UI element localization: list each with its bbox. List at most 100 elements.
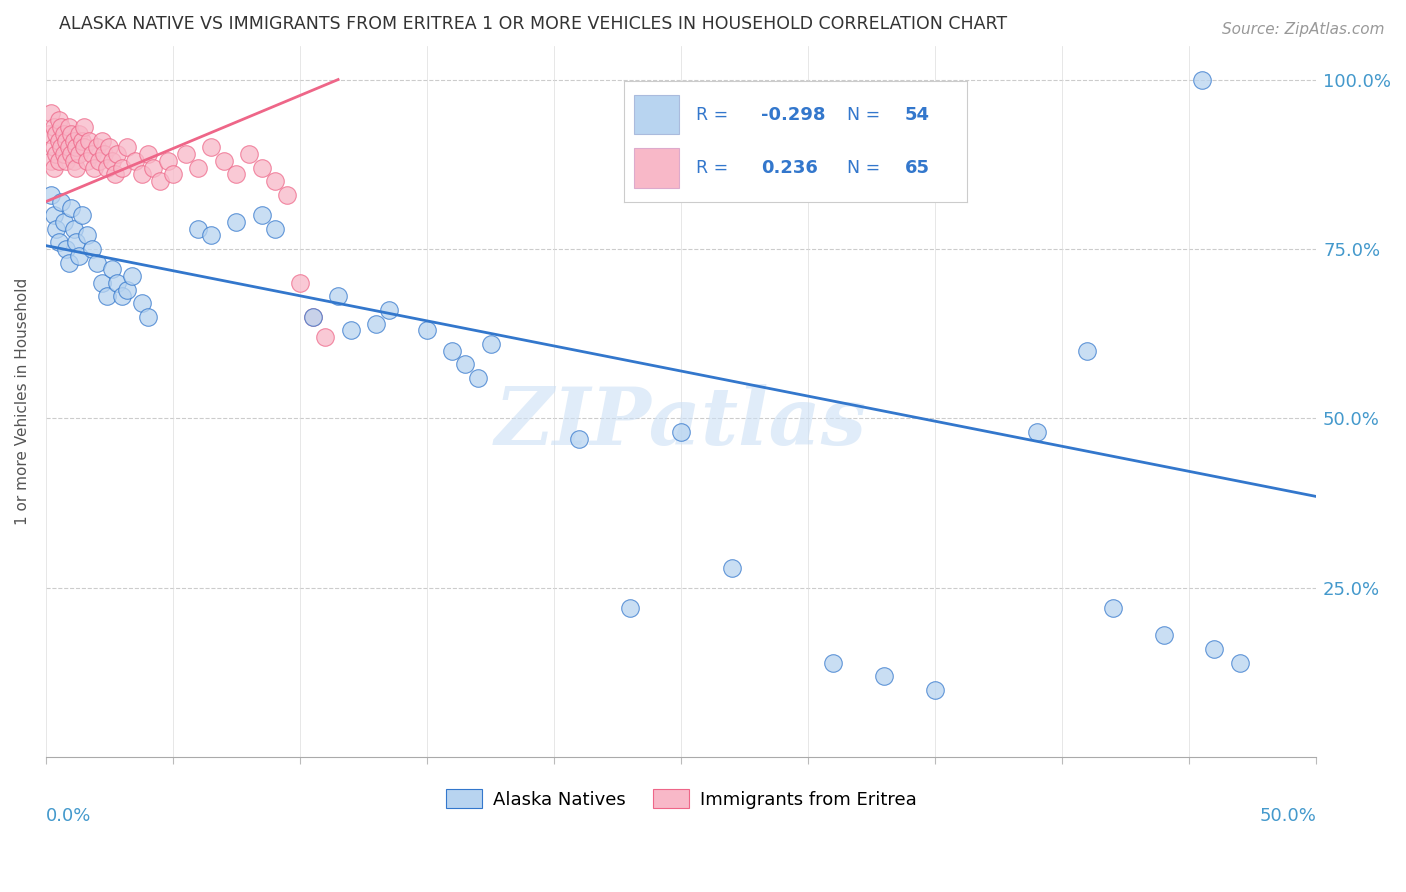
Point [479, 337, 502, 351]
Point [55, 242, 77, 256]
Point [1153, 628, 1175, 642]
Point [58, 120, 80, 134]
Point [98, 140, 121, 154]
Point [70, 134, 93, 148]
Point [339, 323, 361, 337]
Point [288, 276, 311, 290]
Point [101, 262, 124, 277]
Point [45, 127, 67, 141]
Point [101, 153, 124, 168]
Point [39, 187, 62, 202]
Point [200, 228, 222, 243]
Point [416, 323, 439, 337]
Point [823, 656, 845, 670]
Point [212, 153, 235, 168]
Legend: Alaska Natives, Immigrants from Eritrea: Alaska Natives, Immigrants from Eritrea [439, 782, 924, 816]
Text: ZIPatlas: ZIPatlas [495, 384, 868, 462]
Point [117, 140, 139, 154]
Point [250, 208, 273, 222]
Point [48, 113, 70, 128]
Point [250, 161, 273, 175]
Point [225, 168, 247, 182]
Point [124, 153, 146, 168]
Point [117, 283, 139, 297]
Point [1101, 601, 1123, 615]
Point [55, 153, 77, 168]
Point [67, 147, 90, 161]
Point [70, 208, 93, 222]
Point [89, 153, 111, 168]
Point [467, 371, 489, 385]
Point [105, 276, 128, 290]
Point [187, 161, 209, 175]
Point [90, 276, 112, 290]
Point [111, 161, 134, 175]
Text: 50.0%: 50.0% [1260, 807, 1316, 825]
Point [42, 140, 65, 154]
Y-axis label: 1 or more Vehicles in Household: 1 or more Vehicles in Household [15, 278, 30, 525]
Point [39, 153, 62, 168]
Point [366, 317, 388, 331]
Text: Source: ZipAtlas.com: Source: ZipAtlas.com [1222, 22, 1385, 37]
Point [1076, 343, 1098, 358]
Point [51, 120, 73, 134]
Point [52, 127, 75, 141]
Point [65, 140, 87, 154]
Point [76, 228, 98, 243]
Point [77, 134, 100, 148]
Point [873, 669, 896, 683]
Point [86, 140, 108, 154]
Point [1204, 642, 1226, 657]
Point [568, 432, 591, 446]
Point [45, 147, 67, 161]
Point [48, 153, 70, 168]
Point [48, 235, 70, 250]
Point [73, 120, 96, 134]
Point [45, 221, 67, 235]
Point [301, 310, 323, 324]
Point [1025, 425, 1047, 439]
Point [39, 106, 62, 120]
Point [65, 161, 87, 175]
Point [669, 425, 692, 439]
Point [73, 140, 96, 154]
Point [80, 242, 103, 256]
Point [86, 255, 108, 269]
Point [454, 357, 477, 371]
Point [103, 168, 125, 182]
Point [90, 134, 112, 148]
Point [263, 174, 285, 188]
Point [83, 161, 105, 175]
Point [58, 255, 80, 269]
Point [225, 215, 247, 229]
Point [51, 194, 73, 209]
Text: ALASKA NATIVE VS IMMIGRANTS FROM ERITREA 1 OR MORE VEHICLES IN HOUSEHOLD CORRELA: ALASKA NATIVE VS IMMIGRANTS FROM ERITREA… [59, 15, 1007, 33]
Point [441, 343, 464, 358]
Point [48, 134, 70, 148]
Point [720, 560, 742, 574]
Point [42, 208, 65, 222]
Point [326, 289, 349, 303]
Point [96, 289, 118, 303]
Point [276, 187, 298, 202]
Point [301, 310, 323, 324]
Point [111, 289, 134, 303]
Point [55, 134, 77, 148]
Point [63, 221, 86, 235]
Point [162, 168, 184, 182]
Point [187, 221, 209, 235]
Point [96, 161, 118, 175]
Point [42, 120, 65, 134]
Point [131, 296, 153, 310]
Point [131, 168, 153, 182]
Point [60, 127, 83, 141]
Point [52, 147, 75, 161]
Point [63, 134, 86, 148]
Point [42, 161, 65, 175]
Point [174, 147, 197, 161]
Point [51, 140, 73, 154]
Point [67, 249, 90, 263]
Point [93, 147, 115, 161]
Point [76, 153, 98, 168]
Text: 0.0%: 0.0% [46, 807, 91, 825]
